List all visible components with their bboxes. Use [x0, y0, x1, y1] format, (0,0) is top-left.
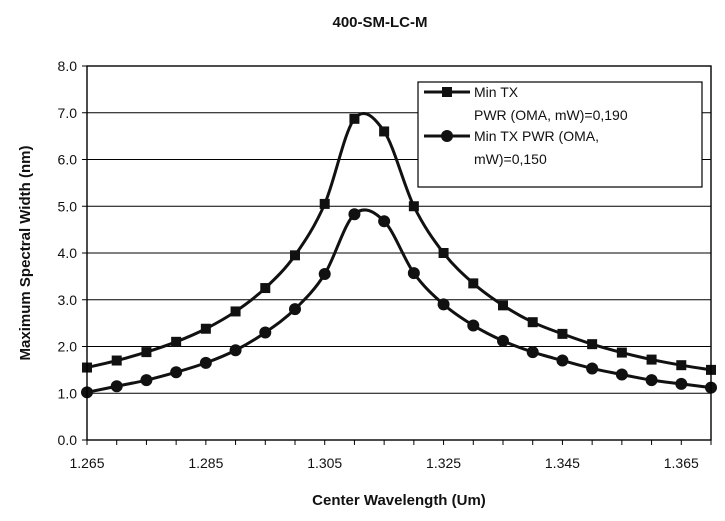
square-marker	[260, 283, 271, 294]
series-2	[81, 208, 717, 399]
legend-label: Min TX PWR (OMA, mW)=0,150	[474, 128, 599, 167]
y-tick-label: 0.0	[58, 432, 78, 448]
circle-marker	[318, 268, 331, 281]
circle-marker	[467, 319, 480, 332]
square-marker	[527, 317, 538, 328]
circle-marker	[407, 267, 420, 280]
circle-marker	[586, 362, 599, 375]
series-line	[86, 112, 712, 372]
square-marker	[171, 336, 182, 347]
y-tick-label: 5.0	[58, 198, 78, 214]
circle-marker	[199, 356, 212, 369]
square-marker	[468, 278, 479, 289]
series-line	[86, 208, 712, 394]
legend-item-2: Min TX PWR (OMA, mW)=0,150	[424, 128, 599, 167]
circle-marker	[556, 354, 569, 367]
square-marker	[349, 113, 360, 124]
chart-title: 400-SM-LC-M	[332, 14, 427, 31]
square-marker	[676, 360, 687, 371]
circle-marker	[170, 366, 183, 379]
plot-frame	[86, 65, 712, 441]
circle-marker	[259, 326, 272, 339]
legend-circle-marker	[441, 130, 453, 142]
circle-marker	[110, 380, 123, 393]
x-tick-label: 1.285	[188, 455, 223, 471]
circle-marker	[615, 368, 628, 381]
square-marker	[319, 198, 330, 209]
square-marker	[111, 355, 122, 366]
legend-item-1: Min TX PWR (OMA, mW)=0,190	[424, 84, 628, 123]
y-tick-label: 2.0	[58, 339, 78, 355]
y-tick-label: 4.0	[58, 245, 78, 261]
x-tick-label: 1.345	[545, 455, 580, 471]
circle-marker	[526, 346, 539, 359]
y-axis-ticks: 0.0 1.0 2.0 3.0 4.0 5.0 6.0 7.0 8.0	[58, 58, 87, 448]
square-marker	[438, 248, 449, 258]
y-tick-label: 3.0	[58, 292, 78, 308]
square-marker	[646, 354, 657, 365]
y-axis-label: Maximum Spectral Width (nm)	[17, 146, 34, 361]
legend-label: Min TX PWR (OMA, mW)=0,190	[474, 84, 628, 123]
square-marker	[616, 347, 627, 358]
x-tick-label: 1.325	[426, 455, 461, 471]
x-axis-ticks: 1.265 1.285 1.305 1.325 1.345 1.365	[69, 440, 712, 471]
square-marker	[379, 126, 390, 137]
circle-marker	[497, 334, 509, 347]
square-marker	[200, 323, 211, 334]
x-tick-label: 1.305	[307, 455, 342, 471]
circle-marker	[229, 344, 242, 357]
x-tick-label: 1.265	[69, 455, 104, 471]
x-tick-label: 1.365	[664, 455, 699, 471]
circle-marker	[675, 377, 688, 390]
y-tick-label: 6.0	[58, 152, 78, 168]
circle-marker	[140, 374, 153, 387]
legend: Min TX PWR (OMA, mW)=0,190 Min TX PWR (OMA…	[417, 81, 703, 188]
circle-marker	[289, 303, 301, 316]
square-marker	[587, 339, 598, 350]
circle-marker	[378, 215, 391, 228]
square-marker	[498, 300, 508, 311]
square-marker	[141, 347, 152, 358]
square-marker	[230, 306, 241, 317]
legend-square-marker	[442, 87, 452, 97]
square-marker	[557, 328, 568, 339]
y-tick-label: 1.0	[58, 385, 78, 401]
square-marker	[290, 250, 300, 261]
y-tick-label: 8.0	[58, 58, 78, 74]
circle-marker	[645, 374, 658, 387]
y-tick-label: 7.0	[58, 105, 78, 121]
circle-marker	[348, 208, 361, 221]
circle-marker	[437, 298, 450, 311]
x-axis-label: Center Wavelength (Um)	[312, 492, 486, 509]
square-marker	[408, 201, 419, 212]
